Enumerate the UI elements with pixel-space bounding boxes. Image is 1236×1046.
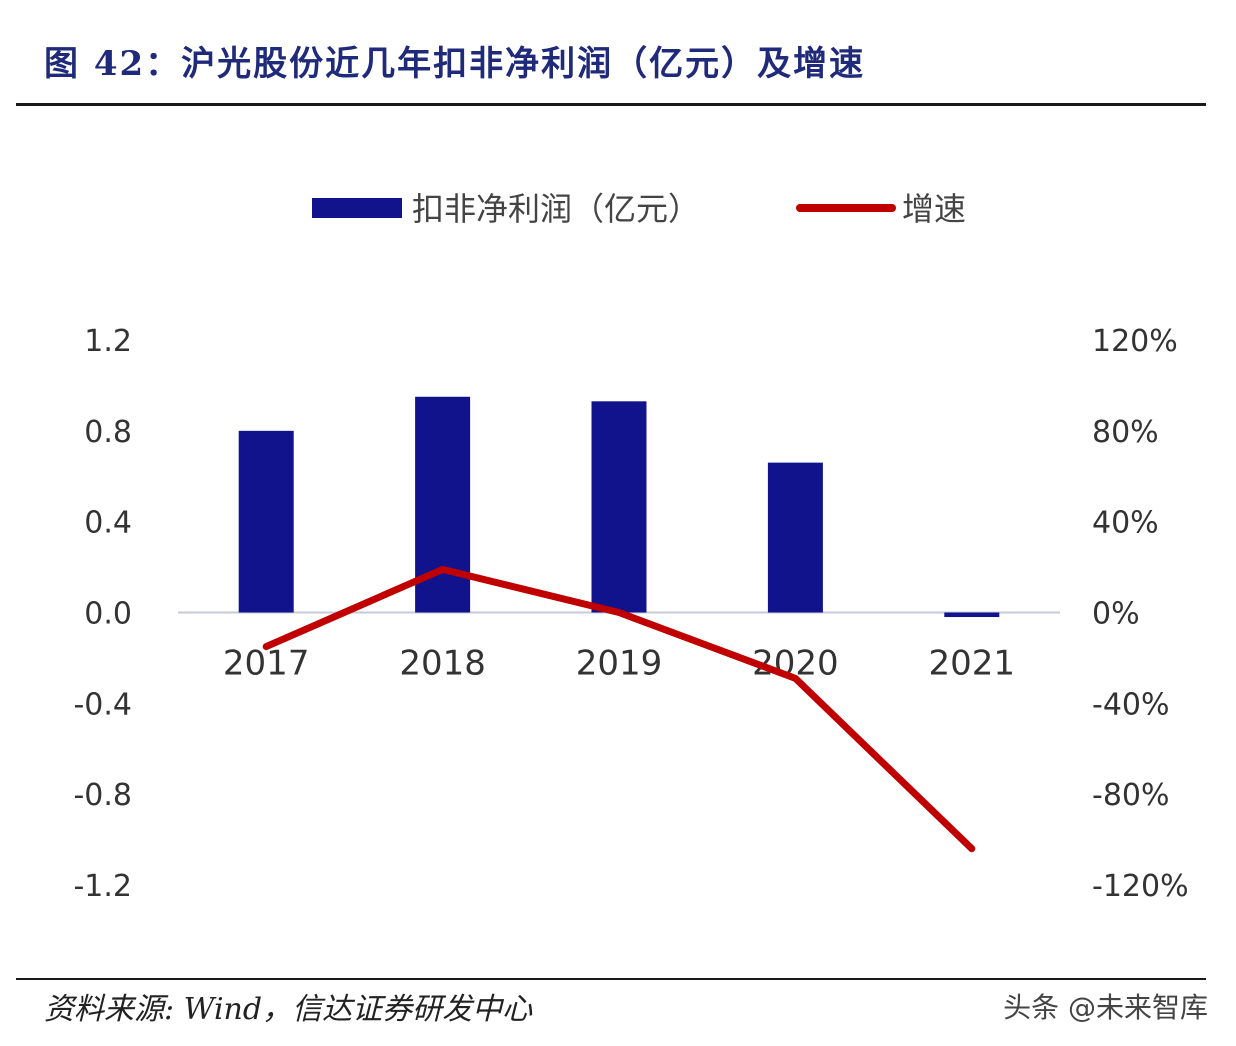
legend: 扣非净利润（亿元） 增速 bbox=[312, 190, 966, 228]
bar-2020 bbox=[767, 462, 823, 613]
right-tick-label: 40% bbox=[1092, 506, 1159, 541]
legend-swatch-bar bbox=[312, 198, 402, 218]
right-axis: 120% 80% 40% 0% -40% -80% -120% bbox=[1092, 324, 1189, 904]
left-tick-label: -0.8 bbox=[73, 778, 132, 813]
right-tick-label: 80% bbox=[1092, 415, 1159, 450]
figure-title: 图 42：沪光股份近几年扣非净利润（亿元）及增速 bbox=[44, 44, 866, 84]
right-tick-label: 120% bbox=[1092, 324, 1178, 359]
title-rule bbox=[16, 103, 1206, 106]
right-tick-label: 0% bbox=[1092, 597, 1140, 632]
left-tick-label: -0.4 bbox=[73, 687, 132, 722]
bar-2021 bbox=[944, 612, 1000, 618]
legend-label-bar: 扣非净利润（亿元） bbox=[412, 190, 700, 228]
bar-2017 bbox=[238, 430, 294, 613]
right-tick-label: -80% bbox=[1092, 778, 1170, 813]
watermark: 头条 @未来智库 bbox=[1003, 991, 1208, 1024]
left-tick-label: -1.2 bbox=[73, 869, 132, 904]
category-label-2021: 2021 bbox=[929, 644, 1016, 684]
growth-line bbox=[262, 565, 976, 853]
left-tick-label: 1.2 bbox=[84, 324, 132, 359]
category-label-2017: 2017 bbox=[223, 644, 310, 684]
bar-series bbox=[238, 396, 1000, 618]
right-tick-label: -120% bbox=[1092, 869, 1189, 904]
category-label-2018: 2018 bbox=[399, 644, 486, 684]
category-label-2019: 2019 bbox=[576, 644, 663, 684]
right-tick-label: -40% bbox=[1092, 687, 1170, 722]
source-rule bbox=[16, 978, 1206, 980]
left-tick-label: 0.0 bbox=[84, 597, 132, 632]
legend-label-line: 增速 bbox=[902, 190, 966, 228]
category-axis: 2017 2018 2019 2020 2021 bbox=[223, 644, 1015, 684]
source-note: 资料来源: Wind，信达证券研发中心 bbox=[44, 992, 533, 1027]
left-tick-label: 0.4 bbox=[84, 506, 132, 541]
left-tick-label: 0.8 bbox=[84, 415, 132, 450]
left-axis: 1.2 0.8 0.4 0.0 -0.4 -0.8 -1.2 bbox=[73, 324, 132, 904]
bar-2019 bbox=[591, 401, 647, 613]
